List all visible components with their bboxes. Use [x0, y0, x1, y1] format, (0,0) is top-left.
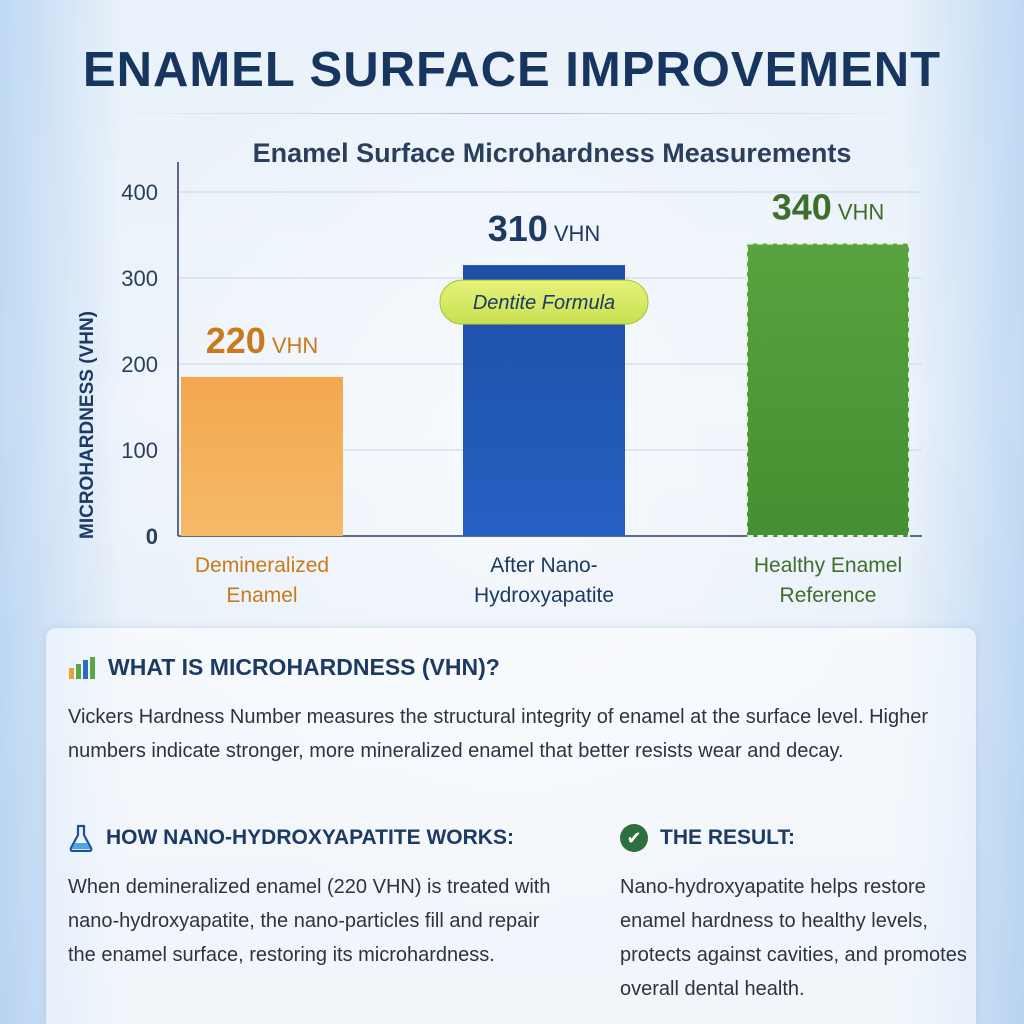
y-tick-label: 300 [121, 266, 158, 291]
title-divider [100, 113, 924, 114]
result-heading-text: THE RESULT: [660, 826, 795, 849]
y-tick-label: 0 [146, 524, 158, 549]
bar-value-label: 340 VHN [772, 187, 885, 228]
x-category-label: Enamel [226, 584, 297, 607]
chart-title: Enamel Surface Microhardness Measurement… [252, 138, 852, 168]
bar-value-label: 310 VHN [488, 208, 601, 249]
x-category-label: After Nano- [490, 554, 597, 577]
y-tick-label: 100 [121, 438, 158, 463]
bar-value-label: 220 VHN [206, 320, 319, 361]
x-category-label: Reference [780, 584, 877, 607]
how-it-works-heading: HOW NANO-HYDROXYAPATITE WORKS: [68, 824, 514, 852]
result-text: Nano-hydroxyapatite helps restore enamel… [620, 876, 967, 1000]
what-is-heading: WHAT IS MICROHARDNESS (VHN)? [68, 654, 500, 681]
x-category-label: Demineralized [195, 554, 329, 577]
y-tick-label: 200 [121, 352, 158, 377]
info-panel: WHAT IS MICROHARDNESS (VHN)? Vickers Har… [46, 628, 976, 1024]
microhardness-bar-chart: 0 100 200 300 400 220 VHN Demineralized Enamel 3… [77, 162, 922, 607]
x-category-label: Healthy Enamel [754, 554, 902, 577]
dentite-formula-badge [439, 279, 649, 325]
bar [746, 242, 910, 537]
dentite-formula-badge-label: Dentite Formula [473, 292, 615, 314]
how-it-works-heading-text: HOW NANO-HYDROXYAPATITE WORKS: [106, 826, 514, 849]
flask-icon [69, 824, 93, 852]
check-circle-icon: ✔ [620, 824, 648, 852]
how-it-works-text: When demineralized enamel (220 VHN) is t… [68, 876, 551, 966]
bar-chart-icon [69, 656, 95, 679]
page-title: ENAMEL SURFACE IMPROVEMENT [82, 43, 942, 97]
x-category-label: Hydroxyapatite [474, 584, 614, 607]
what-is-heading-text: WHAT IS MICROHARDNESS (VHN)? [108, 654, 500, 680]
result-heading: ✔ THE RESULT: [620, 824, 795, 852]
y-tick-label: 400 [121, 180, 158, 205]
y-axis-label: MICROHARDNESS (VHN) [77, 311, 98, 539]
bar [181, 376, 343, 536]
what-is-text: Vickers Hardness Number measures the str… [68, 706, 929, 762]
